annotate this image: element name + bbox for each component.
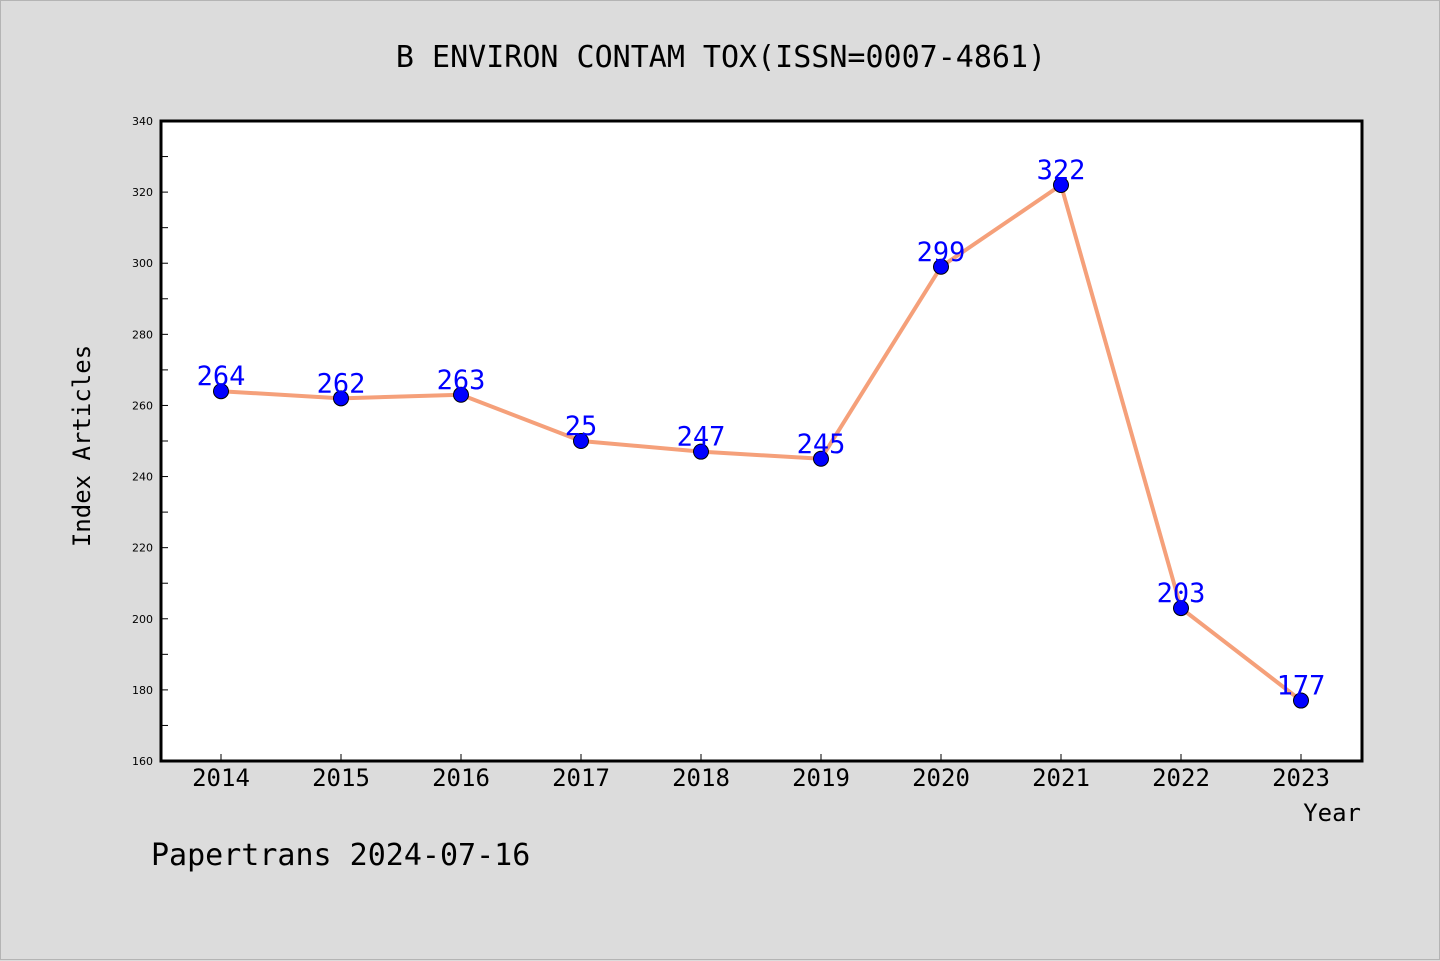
y-tick-label: 340: [132, 115, 153, 128]
data-point: [453, 386, 469, 403]
data-point: [693, 443, 709, 460]
data-point: [213, 383, 229, 400]
plot-area: [159, 119, 1364, 763]
y-axis-label: Index Articles: [68, 345, 96, 547]
y-tick-label: 260: [132, 399, 153, 412]
y-tick-label: 200: [132, 613, 153, 626]
x-tick-label: 2019: [792, 764, 850, 792]
data-label: 263: [437, 365, 486, 396]
x-axis-ticks: 2014 2015 2016 2017 2018 2019 2020 2021 2022 2023: [192, 754, 1330, 792]
series-line: [220, 183, 1303, 703]
data-label: 177: [1277, 671, 1326, 702]
x-axis-label: Year: [1303, 799, 1361, 827]
y-tick-label: 280: [132, 328, 153, 341]
y-axis-ticks: 160 180 200 220 240 260 280 300 320 340: [132, 115, 168, 768]
data-label: 245: [797, 429, 846, 460]
data-point: [1173, 600, 1189, 617]
data-point: [1293, 692, 1309, 709]
data-point: [573, 433, 589, 449]
data-point: [1053, 177, 1069, 193]
data-point: [933, 258, 949, 275]
y-tick-label: 240: [132, 471, 153, 484]
data-label: 247: [677, 422, 726, 453]
x-tick-label: 2020: [912, 764, 970, 792]
x-tick-label: 2017: [552, 764, 610, 792]
series-group: 264 262 263 25 247 245 299 322 203 177: [197, 155, 1326, 709]
data-label: 262: [317, 368, 366, 399]
data-point: [813, 450, 829, 467]
data-label: 203: [1157, 578, 1206, 609]
y-tick-label: 220: [132, 542, 153, 555]
chart-title: B ENVIRON CONTAM TOX(ISSN=0007-4861): [396, 40, 1046, 75]
x-tick-label: 2014: [192, 764, 250, 792]
footer-text: Papertrans 2024-07-16: [151, 838, 530, 873]
x-tick-label: 2023: [1272, 764, 1330, 792]
data-label: 299: [917, 237, 966, 268]
y-tick-label: 320: [132, 186, 153, 199]
y-tick-label: 300: [132, 257, 153, 270]
y-tick-label: 180: [132, 684, 153, 697]
data-label: 25: [565, 411, 598, 442]
data-label: 264: [197, 361, 246, 392]
x-tick-label: 2021: [1032, 764, 1090, 792]
x-tick-label: 2016: [432, 764, 490, 792]
data-label: 322: [1037, 155, 1086, 186]
x-tick-label: 2018: [672, 764, 730, 792]
y-tick-label: 160: [132, 755, 153, 768]
x-tick-label: 2015: [312, 764, 370, 792]
data-point: [333, 390, 349, 407]
x-tick-label: 2022: [1152, 764, 1210, 792]
